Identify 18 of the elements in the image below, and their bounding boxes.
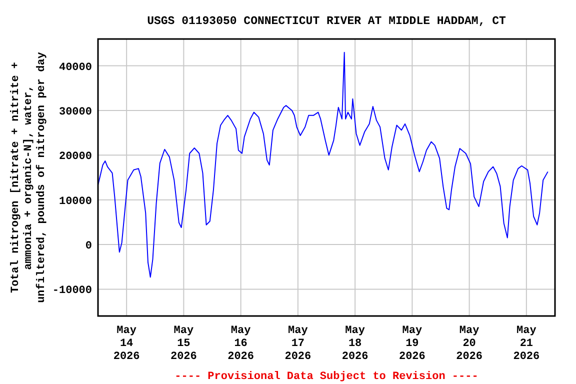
chart-title: USGS 01193050 CONNECTICUT RIVER AT MIDDLE HADDAM, CT — [147, 15, 506, 28]
x-tick-label: May 14 2026 — [113, 325, 140, 363]
y-tick-label: 10000 — [58, 196, 92, 208]
x-tick-label: May 18 2026 — [342, 325, 368, 363]
y-tick-label: 40000 — [58, 62, 92, 74]
y-axis-title: Total nitrogen [nitrate + nitrite + ammonia + organic-N], water, unfiltered, pounds of nitrogen per day — [10, 52, 48, 303]
x-tick-label: May 19 2026 — [398, 325, 426, 363]
x-tick-label: May 16 2026 — [228, 325, 254, 363]
text: ---- Provisional Data Subject to Revision ---- — [174, 371, 478, 383]
x-tick-label: May 17 2026 — [284, 325, 312, 363]
y-tick-label: 30000 — [58, 106, 92, 118]
x-tick-label: May 21 2026 — [513, 325, 540, 363]
line-series — [98, 52, 548, 278]
x-tick-label: May 15 2026 — [170, 325, 197, 363]
y-tick-label: 20000 — [58, 151, 92, 164]
y-tick-label: -10000 — [52, 285, 92, 298]
y-tick-label: 0 — [85, 240, 92, 253]
x-tick-label: May 20 2026 — [456, 325, 483, 363]
